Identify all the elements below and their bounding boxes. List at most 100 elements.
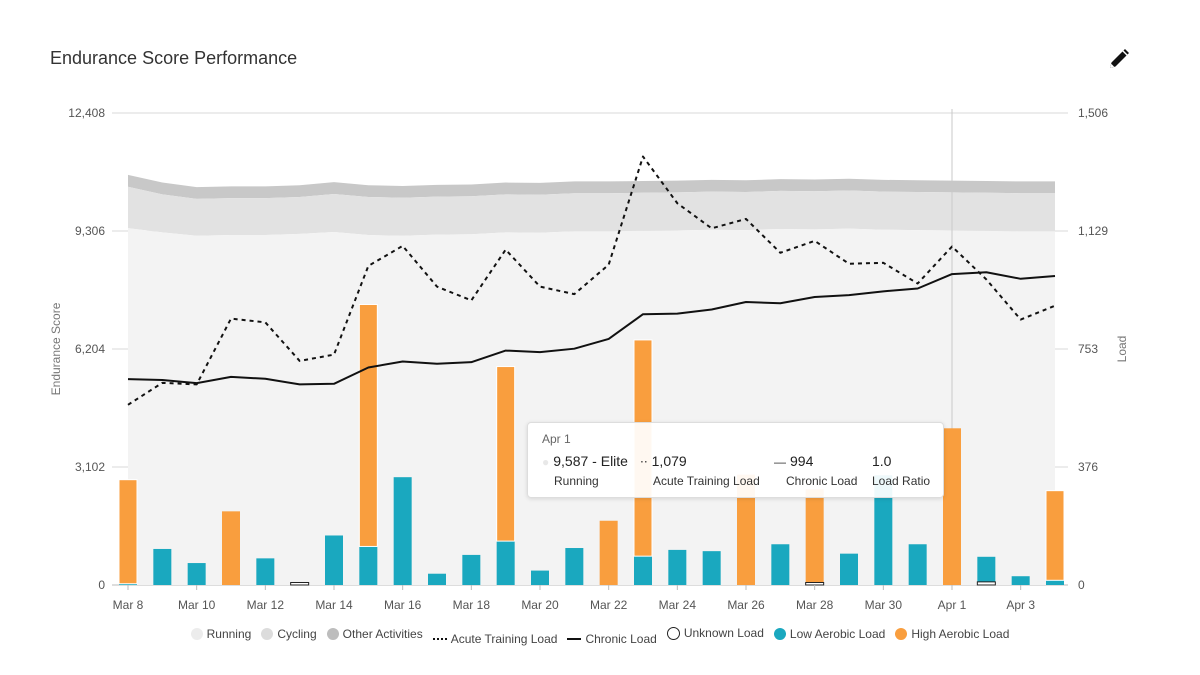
low-aerobic-bar bbox=[634, 556, 652, 585]
legend-swatch-circle bbox=[326, 627, 339, 640]
high-aerobic-bar bbox=[805, 489, 824, 585]
tooltip-chronic-label: Chronic Load bbox=[786, 474, 858, 488]
low-aerobic-bar bbox=[393, 477, 412, 585]
x-tick-label: Mar 12 bbox=[247, 598, 285, 612]
chronic-load-line bbox=[127, 271, 1056, 386]
y-left-axis-title: Endurance Score bbox=[49, 302, 63, 395]
low-aerobic-bar bbox=[325, 535, 343, 585]
x-tick-label: Mar 24 bbox=[659, 598, 697, 612]
tooltip-acute-label: Acute Training Load bbox=[653, 474, 760, 488]
legend-item-unknown-load[interactable]: Unknown Load bbox=[666, 626, 764, 640]
low-aerobic-bar bbox=[874, 475, 893, 585]
legend-swatch-dash bbox=[432, 637, 447, 640]
x-tick-label: Apr 3 bbox=[1006, 598, 1035, 612]
legend-item-chronic-load[interactable]: Chronic Load bbox=[567, 631, 657, 646]
legend-label: Low Aerobic Load bbox=[789, 626, 886, 641]
unknown-load-bar bbox=[290, 581, 310, 586]
legend-swatch-circle bbox=[261, 627, 274, 640]
low-aerobic-bar bbox=[496, 541, 515, 585]
low-aerobic-bar bbox=[771, 544, 790, 585]
high-aerobic-bar bbox=[222, 511, 240, 585]
edit-button[interactable] bbox=[1104, 46, 1132, 74]
legend-item-other-activities[interactable]: Other Activities bbox=[326, 626, 423, 641]
low-aerobic-bar bbox=[256, 558, 275, 585]
tooltip-chronic-value: 994 bbox=[790, 453, 814, 469]
chart-legend: Running Cycling Other Activities Acute Trai… bbox=[0, 626, 1200, 646]
y-right-tick-label: 1,506 bbox=[1078, 106, 1108, 120]
y-left-tick-label: 6,204 bbox=[75, 342, 105, 356]
pencil-icon bbox=[1110, 49, 1129, 68]
y-right-tick-label: 753 bbox=[1078, 342, 1098, 356]
low-aerobic-bar bbox=[1011, 576, 1030, 585]
legend-item-low-aerobic-load[interactable]: Low Aerobic Load bbox=[773, 626, 886, 641]
legend-label: Cycling bbox=[277, 626, 317, 641]
y-right-tick-label: 0 bbox=[1078, 578, 1085, 592]
tooltip-acute: ⋅⋅ 1,079 Acute Training Load bbox=[640, 453, 760, 488]
unknown-load-bar bbox=[976, 581, 996, 586]
acute-training-load-line bbox=[127, 155, 1056, 406]
hover-tooltip: Apr 1 ● 9,587 - Elite Running ⋅⋅ 1,079 Acu… bbox=[527, 422, 944, 498]
high-aerobic-bar bbox=[496, 366, 516, 542]
high-aerobic-bar bbox=[943, 428, 961, 585]
tooltip-ratio: 1.0 Load Ratio bbox=[872, 453, 930, 488]
tooltip-acute-marker: ⋅⋅ bbox=[640, 455, 648, 469]
low-aerobic-bar bbox=[531, 570, 549, 585]
tooltip-date: Apr 1 bbox=[542, 432, 571, 446]
running-area bbox=[128, 228, 1055, 585]
legend-label: Chronic Load bbox=[585, 631, 657, 646]
low-aerobic-bar bbox=[702, 551, 721, 585]
legend-swatch-hollow bbox=[666, 626, 680, 640]
legend-swatch-circle bbox=[895, 627, 908, 640]
load-bars bbox=[118, 303, 1065, 586]
legend-item-cycling[interactable]: Cycling bbox=[261, 626, 317, 641]
legend-item-acute-training-load[interactable]: Acute Training Load bbox=[432, 632, 557, 646]
low-aerobic-bar bbox=[565, 548, 584, 585]
legend-item-high-aerobic-load[interactable]: High Aerobic Load bbox=[895, 627, 1009, 641]
cycling-area bbox=[128, 186, 1055, 236]
tooltip-running: ● 9,587 - Elite Running bbox=[542, 453, 628, 488]
legend-label: Other Activities bbox=[342, 626, 423, 641]
unknown-load-bar bbox=[805, 581, 825, 586]
x-tick-label: Mar 26 bbox=[727, 598, 765, 612]
tooltip-chronic-marker: — bbox=[774, 455, 786, 469]
load-lines bbox=[127, 155, 1056, 406]
legend-item-running[interactable]: Running bbox=[190, 626, 252, 641]
tooltip-acute-value: 1,079 bbox=[651, 453, 687, 469]
low-aerobic-bar bbox=[1046, 580, 1064, 585]
chart-title: Endurance Score Performance bbox=[50, 48, 298, 68]
legend-swatch-line bbox=[567, 637, 582, 640]
x-tick-label: Mar 28 bbox=[796, 598, 834, 612]
high-aerobic-bar bbox=[1045, 490, 1065, 581]
low-aerobic-bar bbox=[977, 556, 996, 585]
y-right-axis-title: Load bbox=[1115, 336, 1129, 363]
x-tick-label: Mar 8 bbox=[113, 598, 144, 612]
y-left-tick-label: 9,306 bbox=[75, 224, 105, 238]
legend-swatch-circle bbox=[773, 627, 786, 640]
x-tick-label: Mar 10 bbox=[178, 598, 216, 612]
low-aerobic-bar bbox=[840, 553, 858, 585]
tooltip-running-label: Running bbox=[554, 474, 599, 488]
high-aerobic-bar bbox=[599, 520, 618, 585]
low-aerobic-bar bbox=[462, 554, 481, 585]
x-tick-label: Mar 16 bbox=[384, 598, 422, 612]
legend-swatch-circle bbox=[190, 627, 203, 640]
low-aerobic-bar bbox=[359, 546, 378, 585]
y-left-tick-label: 3,102 bbox=[75, 460, 105, 474]
y-left-tick-label: 0 bbox=[98, 578, 105, 592]
tooltip-running-marker: ● bbox=[542, 455, 550, 469]
x-tick-label: Mar 18 bbox=[453, 598, 491, 612]
low-aerobic-bar bbox=[908, 544, 927, 585]
low-aerobic-bar bbox=[668, 549, 687, 585]
low-aerobic-bar bbox=[153, 548, 172, 585]
low-aerobic-bar bbox=[119, 583, 137, 585]
x-tick-label: Mar 20 bbox=[521, 598, 559, 612]
low-aerobic-bar bbox=[428, 573, 446, 585]
legend-label: Running bbox=[206, 626, 252, 641]
x-tick-label: Apr 1 bbox=[938, 598, 967, 612]
x-tick-label: Mar 14 bbox=[315, 598, 353, 612]
legend-label: High Aerobic Load bbox=[911, 626, 1010, 641]
axes: 0 0 3,102 376 6,204 753 9,306 1,129 12,408 1,506 E… bbox=[49, 106, 1129, 612]
legend-label: Unknown Load bbox=[683, 626, 764, 640]
high-aerobic-bar bbox=[358, 303, 378, 547]
